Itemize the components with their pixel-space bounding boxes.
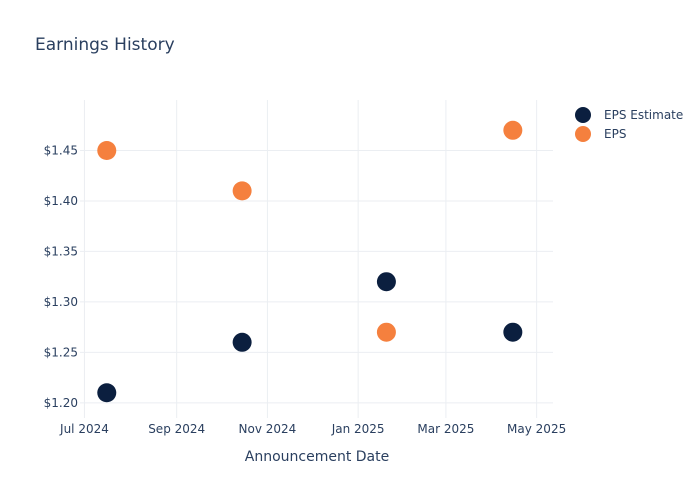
y-tick-label: $1.45 (44, 143, 78, 157)
legend-item[interactable]: EPS Estimate (575, 107, 683, 123)
eps-estimate-point[interactable] (376, 272, 396, 292)
chart-title: Earnings History (35, 35, 175, 55)
y-tick-label: $1.25 (44, 345, 78, 359)
x-tick-label: May 2025 (507, 422, 566, 436)
legend-label: EPS (604, 127, 626, 141)
x-axis-title: Announcement Date (245, 449, 389, 465)
eps-point[interactable] (376, 322, 396, 342)
eps-estimate-point[interactable] (232, 332, 252, 352)
data-points (97, 120, 523, 403)
eps-point[interactable] (503, 120, 523, 140)
eps-estimate-point[interactable] (503, 322, 523, 342)
eps-point[interactable] (232, 181, 252, 201)
y-tick-labels: $1.20 $1.25 $1.30 $1.35 $1.40 $1.45 (44, 143, 78, 409)
x-tick-label: Sep 2024 (148, 422, 205, 436)
x-tick-labels: Jul 2024 Sep 2024 Nov 2024 Jan 2025 Mar 2025… (59, 422, 566, 436)
eps-estimate-point[interactable] (97, 383, 117, 403)
legend-marker (575, 126, 591, 142)
y-tick-label: $1.35 (44, 244, 78, 258)
eps-point[interactable] (97, 140, 117, 160)
x-tick-label: Nov 2024 (239, 422, 297, 436)
y-tick-label: $1.40 (44, 194, 78, 208)
x-tick-label: Jul 2024 (59, 422, 109, 436)
grid-layer (80, 100, 553, 418)
x-tick-label: Mar 2025 (417, 422, 474, 436)
x-tick-label: Jan 2025 (331, 422, 385, 436)
y-tick-label: $1.20 (44, 396, 78, 410)
legend[interactable]: EPS Estimate EPS (575, 107, 683, 142)
legend-label: EPS Estimate (604, 108, 683, 122)
y-tick-label: $1.30 (44, 295, 78, 309)
legend-marker (575, 107, 591, 123)
legend-item[interactable]: EPS (575, 126, 626, 142)
